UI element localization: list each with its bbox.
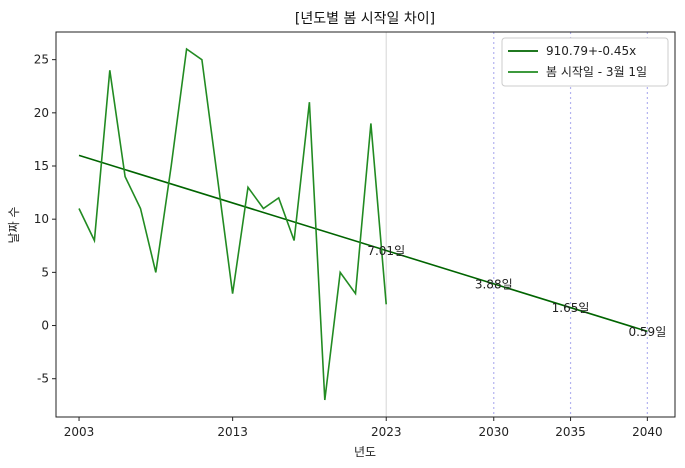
x-tick-label: 2035 [555, 425, 586, 439]
x-tick-label: 2030 [478, 425, 509, 439]
plot-area: 7.01일 3.88일 1.65일 0.59일 [79, 32, 666, 417]
y-tick-label: -5 [37, 372, 49, 386]
x-tick-label: 2040 [632, 425, 663, 439]
y-tick-label: 5 [41, 265, 49, 279]
y-tick-label: 25 [34, 53, 49, 67]
x-tick-label: 2023 [371, 425, 402, 439]
x-tick-label: 2013 [217, 425, 248, 439]
x-tick-label: 2003 [64, 425, 95, 439]
x-axis-title: 년도 [354, 445, 376, 459]
y-tick-label: 10 [34, 212, 49, 226]
annotation-label: 7.01일 [367, 244, 405, 258]
y-tick-label: 20 [34, 106, 49, 120]
chart-title: [년도별 봄 시작일 차이] [295, 11, 435, 27]
y-axis-title: 날짜 수 [7, 207, 21, 244]
annotation-label: 1.65일 [552, 301, 590, 315]
legend: 910.79+-0.45x 봄 시작일 - 3월 1일 [502, 38, 668, 86]
annotation-label: 3.88일 [475, 277, 513, 291]
data-series-line [79, 49, 386, 400]
legend-label: 910.79+-0.45x [546, 44, 636, 58]
plot-frame [56, 32, 675, 417]
legend-label: 봄 시작일 - 3월 1일 [546, 65, 647, 79]
annotation-label: 0.59일 [628, 325, 666, 339]
y-tick-label: 15 [34, 159, 49, 173]
y-tick-label: 0 [41, 319, 49, 333]
